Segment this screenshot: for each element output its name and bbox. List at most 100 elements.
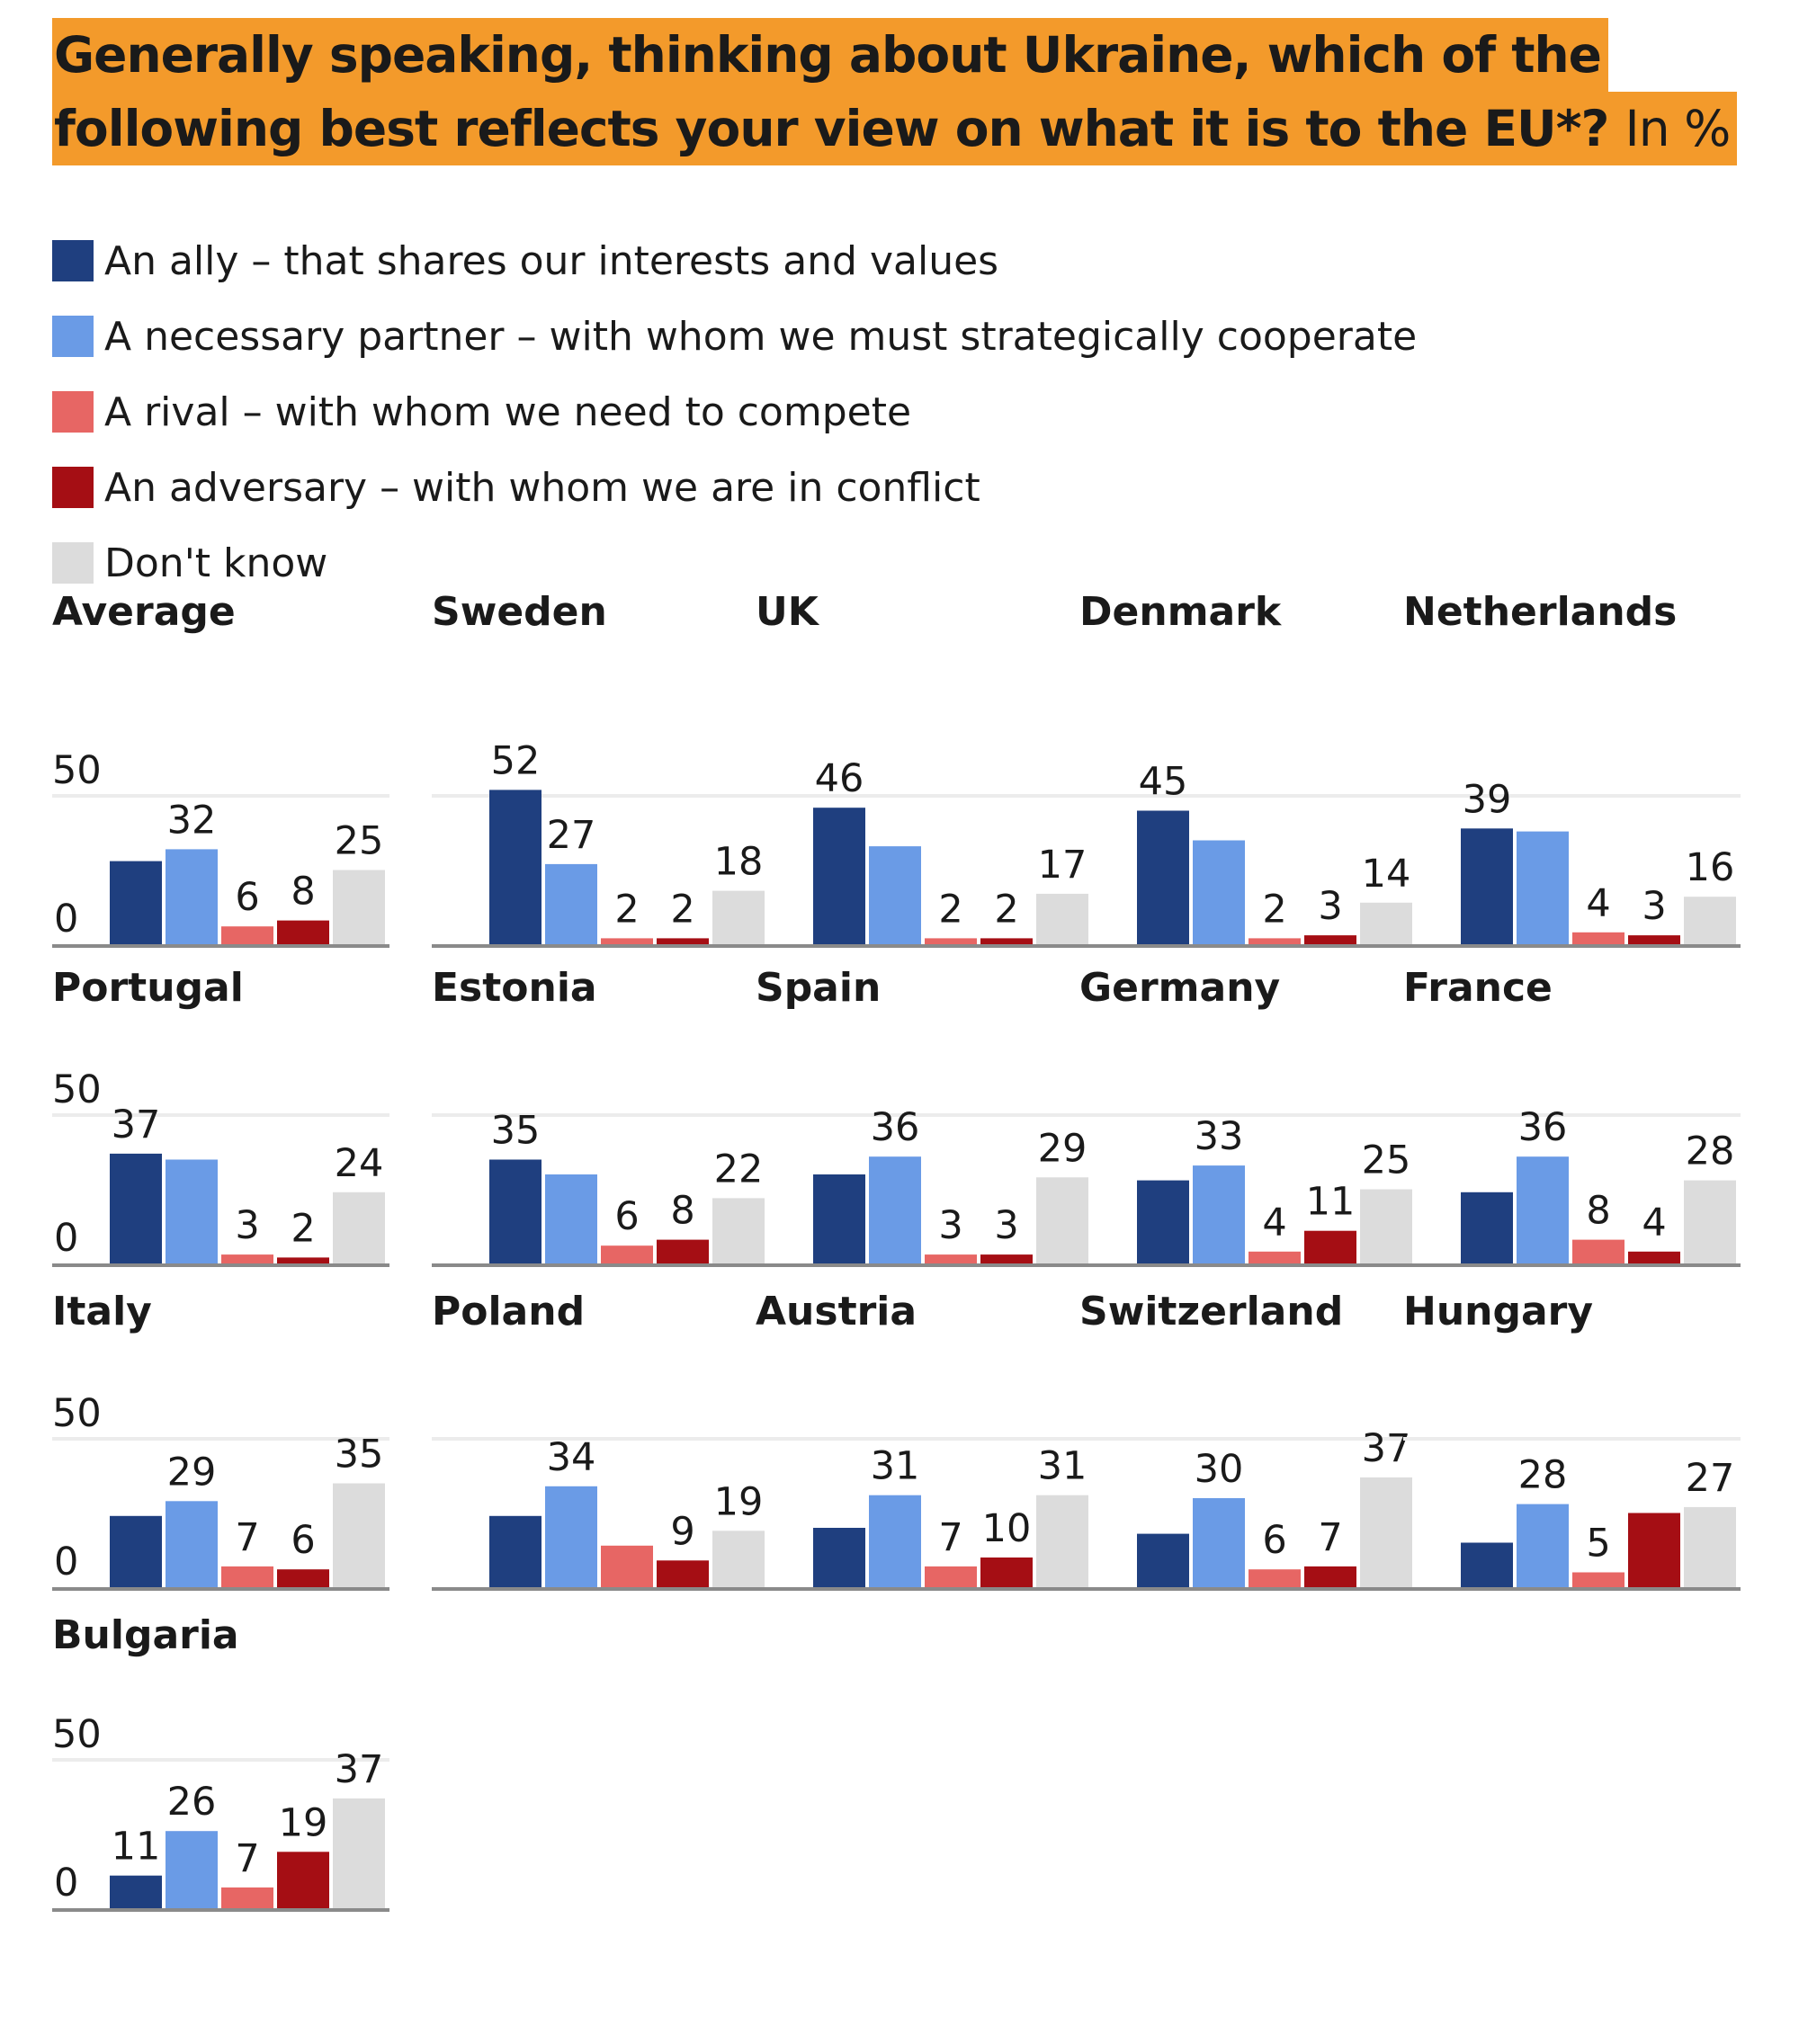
value-label-bulgaria-rival: 7 [235, 1836, 259, 1881]
panel-title-estonia: Estonia [432, 965, 597, 1011]
bar-spain-dontknow [1036, 1177, 1088, 1263]
bar-sweden-rival [601, 938, 653, 944]
y-tick-50-italy: 50 [52, 1391, 102, 1436]
value-label-hungary-rival: 5 [1586, 1522, 1610, 1566]
value-label-estonia-rival: 6 [614, 1194, 639, 1239]
bar-hungary-rival [1572, 1572, 1624, 1587]
bar-germany-rival [1249, 1251, 1301, 1263]
bar-germany-dontknow [1360, 1189, 1412, 1263]
bar-spain-adversary [980, 1254, 1033, 1263]
value-label-bulgaria-partner: 26 [167, 1780, 217, 1825]
bar-france-adversary [1628, 1251, 1680, 1263]
legend-swatch-ally [52, 240, 94, 281]
value-label-poland-partner: 34 [547, 1435, 596, 1480]
bar-bulgaria-ally [110, 1875, 162, 1908]
value-label-france-rival: 8 [1586, 1189, 1610, 1234]
value-label-switzerland-adversary: 7 [1318, 1515, 1342, 1560]
bar-netherlands-rival [1572, 932, 1624, 944]
panel-france: France 36 8 4 28 [1403, 965, 1741, 1267]
panel-estonia: Estonia 35 6 8 22 [432, 965, 769, 1267]
value-label-poland-adversary: 9 [670, 1509, 694, 1554]
legend-item-ally: An ally – that shares our interests and … [52, 223, 1417, 299]
bar-uk-partner [869, 846, 921, 944]
bar-sweden-dontknow [712, 890, 765, 944]
panel-title-uk: UK [756, 589, 820, 635]
bar-estonia-dontknow [712, 1198, 765, 1263]
value-label-france-partner: 36 [1518, 1105, 1568, 1150]
value-label-uk-adversary: 2 [994, 887, 1018, 932]
value-label-sweden-rival: 2 [614, 887, 639, 932]
value-label-sweden-ally: 52 [491, 738, 541, 783]
value-label-denmark-ally: 45 [1139, 760, 1188, 805]
value-label-spain-dontknow: 29 [1038, 1126, 1087, 1171]
value-label-denmark-adversary: 3 [1318, 884, 1342, 929]
bar-netherlands-partner [1517, 831, 1569, 944]
value-label-netherlands-dontknow: 16 [1686, 845, 1735, 890]
value-label-sweden-adversary: 2 [670, 887, 694, 932]
bar-poland-rival [601, 1545, 653, 1587]
bar-estonia-adversary [657, 1239, 709, 1263]
value-label-average-partner: 32 [167, 798, 217, 843]
bar-switzerland-adversary [1304, 1566, 1356, 1587]
value-label-germany-adversary: 11 [1306, 1180, 1356, 1225]
panel-title-netherlands: Netherlands [1403, 589, 1677, 635]
bar-denmark-rival [1249, 938, 1301, 944]
value-label-estonia-ally: 35 [491, 1109, 541, 1154]
panel-title-switzerland: Switzerland [1079, 1289, 1343, 1334]
bar-hungary-partner [1517, 1504, 1569, 1587]
bar-sweden-ally [489, 790, 541, 944]
bar-austria-adversary [980, 1558, 1033, 1587]
bar-france-ally [1461, 1192, 1513, 1263]
bar-italy-adversary [277, 1569, 329, 1587]
bar-hungary-dontknow [1684, 1506, 1736, 1587]
bar-poland-ally [489, 1515, 541, 1587]
bar-uk-adversary [980, 938, 1033, 944]
legend-item-adversary: An adversary – with whom we are in confl… [52, 450, 1417, 525]
value-label-spain-partner: 36 [871, 1105, 920, 1150]
value-label-germany-rival: 4 [1262, 1201, 1286, 1245]
panel-denmark: Denmark 45 2 3 14 [1079, 589, 1417, 948]
value-label-france-adversary: 4 [1642, 1201, 1666, 1245]
value-label-germany-partner: 33 [1195, 1114, 1244, 1159]
bar-denmark-dontknow [1360, 902, 1412, 944]
value-label-austria-adversary: 10 [982, 1506, 1032, 1551]
panel-hungary: Hungary 28 5 27 [1403, 1289, 1741, 1591]
legend-label-partner: A necessary partner – with whom we must … [104, 313, 1418, 360]
value-label-denmark-dontknow: 14 [1362, 852, 1411, 897]
bar-spain-ally [813, 1174, 865, 1263]
value-label-netherlands-ally: 39 [1463, 777, 1512, 822]
value-label-estonia-adversary: 8 [670, 1189, 694, 1234]
value-label-italy-partner: 29 [167, 1450, 217, 1495]
bar-poland-dontknow [712, 1531, 765, 1587]
bar-austria-dontknow [1036, 1495, 1088, 1587]
bar-france-partner [1517, 1156, 1569, 1263]
bar-france-dontknow [1684, 1180, 1736, 1263]
title-unit: In % [1624, 100, 1732, 157]
legend-item-partner: A necessary partner – with whom we must … [52, 299, 1417, 374]
bar-bulgaria-rival [221, 1887, 273, 1908]
value-label-average-rival: 6 [235, 875, 259, 920]
legend-label-ally: An ally – that shares our interests and … [104, 237, 999, 284]
y-tick-0-italy: 0 [54, 1540, 78, 1584]
bar-average-rival [221, 926, 273, 944]
panel-title-germany: Germany [1079, 965, 1280, 1011]
value-label-bulgaria-dontknow: 37 [335, 1747, 384, 1792]
bar-switzerland-partner [1193, 1498, 1245, 1587]
y-tick-50-average: 50 [52, 748, 102, 793]
panel-average: Average 50 0 32 6 8 25 [52, 589, 389, 948]
panel-title-austria: Austria [756, 1289, 917, 1334]
value-label-sweden-dontknow: 18 [714, 840, 764, 885]
value-label-austria-dontknow: 31 [1038, 1444, 1087, 1489]
bar-germany-ally [1137, 1180, 1189, 1263]
bar-germany-adversary [1304, 1230, 1356, 1263]
bar-austria-partner [869, 1495, 921, 1587]
panel-uk: UK 46 2 2 17 [756, 589, 1093, 948]
value-label-italy-rival: 7 [235, 1515, 259, 1560]
panel-title-denmark: Denmark [1079, 589, 1283, 635]
bar-uk-rival [925, 938, 977, 944]
bar-italy-rival [221, 1566, 273, 1587]
bar-france-rival [1572, 1239, 1624, 1263]
